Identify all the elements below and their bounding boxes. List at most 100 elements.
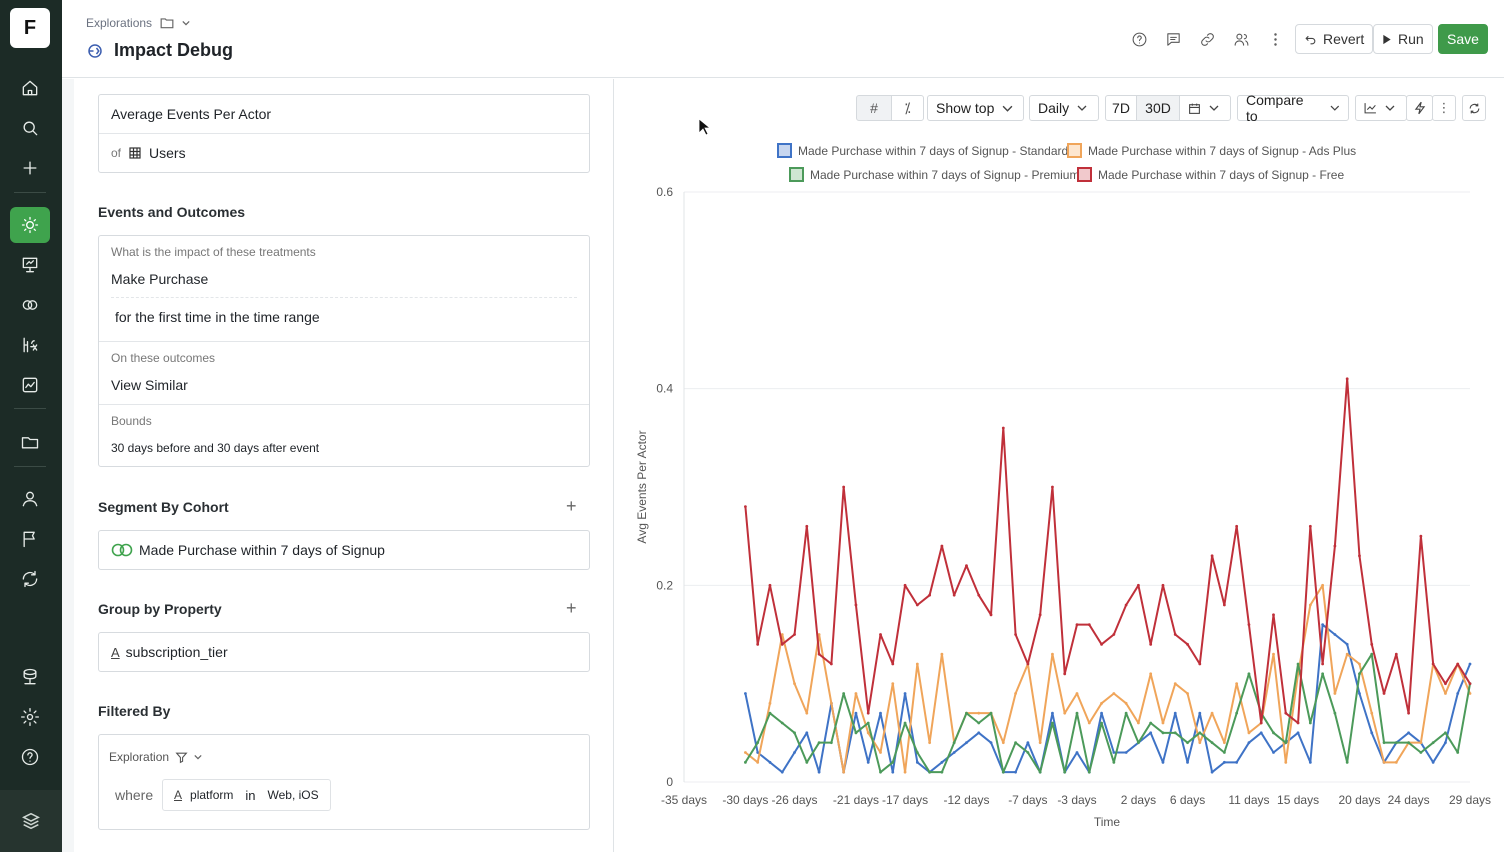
data-point-free [1382,692,1386,695]
data-point-free [805,524,809,528]
help-icon[interactable] [10,739,50,775]
data-point-free [1407,711,1410,715]
panel-resize-handle[interactable] [62,79,74,852]
compare-dropdown[interactable]: Compare to [1237,92,1349,124]
data-point-free [1038,613,1042,617]
data-point-ads-plus [780,633,784,636]
revert-label: Revert [1323,31,1365,47]
legend-item-premium[interactable]: Made Purchase within 7 days of Signup - … [789,167,1079,182]
comment-icon[interactable] [1162,28,1184,50]
add-group-button[interactable]: + [566,598,577,618]
cohorts-icon[interactable] [10,287,50,323]
add-icon[interactable] [10,150,50,186]
data-point-free [1468,682,1472,686]
bounds-block[interactable]: Bounds 30 days before and 30 days after … [99,405,589,466]
data-point-ads-plus [1112,692,1116,695]
date-picker[interactable] [1179,95,1231,121]
user-icon[interactable] [10,481,50,517]
data-server-icon[interactable] [10,659,50,695]
refresh-button[interactable] [1462,95,1486,121]
filter-scope[interactable]: Exploration [109,750,202,764]
data-point-premium [866,721,870,725]
data-point-free [989,613,993,617]
group-property-chip[interactable]: A subscription_tier [98,632,590,672]
workspace-icon[interactable] [0,790,62,852]
page-title-text[interactable]: Impact Debug [114,40,234,60]
flag-icon[interactable] [10,521,50,557]
entity-select[interactable]: of Users [99,134,589,172]
data-point-standard [780,770,784,774]
data-point-ads-plus [1272,652,1275,656]
data-point-premium [1308,721,1312,725]
data-point-free [1358,554,1361,558]
outcome-event[interactable]: View Similar [111,377,188,393]
where-label: where [115,787,154,803]
home-icon[interactable] [10,70,50,106]
x-tick-label: 24 days [1388,793,1430,807]
data-point-ads-plus [977,711,981,715]
presentation-icon[interactable] [10,247,50,283]
range-30d-button[interactable]: 30D [1136,95,1180,121]
percent-format-toggle[interactable]: ⁒ [891,95,924,121]
chevron-down-icon [1077,105,1087,111]
run-button[interactable]: Run [1373,24,1433,54]
data-point-premium [1394,741,1398,745]
data-point-standard [1247,741,1251,745]
data-point-ads-plus [1284,760,1288,764]
app-logo[interactable]: F [10,8,50,48]
experiments-icon[interactable] [10,561,50,597]
data-point-standard [1198,711,1202,715]
more-vertical-icon[interactable] [1264,28,1286,50]
metric-select[interactable]: Average Events Per Actor [99,95,589,134]
breadcrumb[interactable]: Explorations [86,16,190,30]
cohort-chip[interactable]: Made Purchase within 7 days of Signup [98,530,590,570]
data-point-free [817,652,821,656]
granularity-dropdown[interactable]: Daily [1029,95,1099,121]
legend-item-ads-plus[interactable]: Made Purchase within 7 days of Signup - … [1067,143,1356,158]
group-section-title: Group by Property [98,601,222,617]
legend-label-premium: Made Purchase within 7 days of Signup - … [810,167,1080,182]
data-point-standard [940,760,944,764]
data-point-ads-plus [768,701,772,705]
data-point-standard [854,711,858,715]
treatment-event[interactable]: Make Purchase [111,271,209,287]
folder-icon[interactable] [10,424,50,460]
link-icon[interactable] [1196,28,1218,50]
add-segment-button[interactable]: + [566,496,577,516]
data-point-standard [768,760,772,764]
chart-icon[interactable] [10,367,50,403]
data-point-ads-plus [1358,662,1361,666]
treatment-qualifier[interactable]: for the first time in the time range [115,309,320,325]
chart-more-button[interactable]: ⋮ [1432,95,1456,121]
data-point-standard [1272,751,1275,754]
page-title[interactable]: Impact Debug [86,40,233,61]
gear-icon[interactable] [10,699,50,735]
legend-item-standard[interactable]: Made Purchase within 7 days of Signup - … [777,143,1068,158]
filter-operator: in [245,787,256,803]
save-button[interactable]: Save [1438,24,1488,54]
data-point-ads-plus [1075,692,1079,695]
show-top-dropdown[interactable]: Show top [927,95,1024,121]
legend-item-free[interactable]: Made Purchase within 7 days of Signup - … [1077,167,1344,182]
data-point-ads-plus [1333,692,1337,695]
data-point-standard [744,692,747,695]
search-icon[interactable] [10,110,50,146]
data-point-standard [1296,731,1300,735]
compare-label: Compare to [1246,92,1304,124]
range-7d-button[interactable]: 7D [1105,95,1137,121]
metric-name: Average Events Per Actor [111,106,272,122]
help-circle-icon[interactable] [1128,28,1150,50]
data-point-premium [768,711,772,715]
data-point-free [903,583,907,587]
revert-button[interactable]: Revert [1295,24,1374,54]
chart-type-dropdown[interactable] [1355,95,1407,121]
data-point-free [1001,426,1005,430]
filter-condition[interactable]: A platform in Web, iOS [162,779,331,811]
metrics-fx-icon[interactable] [10,327,50,363]
line-chart-icon [1364,103,1376,114]
filter-scope-label: Exploration [109,750,170,764]
share-users-icon[interactable] [1230,28,1252,50]
breadcrumb-label[interactable]: Explorations [86,16,153,30]
impact-line-chart[interactable]: 0 0.2 0.4 0.6 -35 days -30 days -26 days -21 da… [615,79,1504,852]
insights-bulb-icon[interactable] [10,207,50,243]
